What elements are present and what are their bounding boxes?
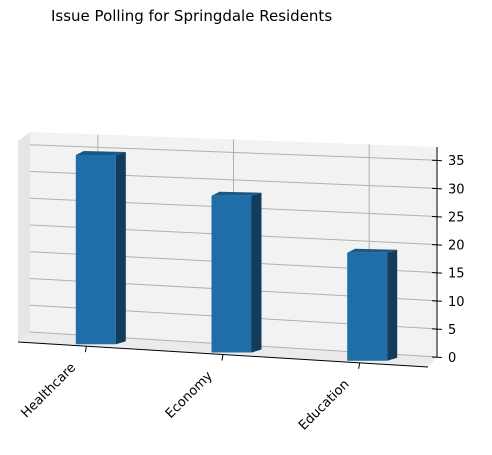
side-pane — [18, 132, 30, 342]
bar-top — [75, 151, 126, 155]
x-tick-label: Healthcare — [18, 360, 79, 421]
x-tick — [358, 362, 361, 369]
y-tick — [431, 187, 443, 190]
bar-side — [115, 152, 126, 345]
bar-education — [347, 248, 398, 361]
bar-side — [387, 249, 398, 361]
x-tick-label: Economy — [163, 369, 216, 422]
bar-top — [347, 248, 398, 253]
chart-axes — [17, 147, 443, 369]
y-tick — [431, 159, 443, 162]
bar-front — [75, 155, 116, 345]
y-tick-label: 30 — [448, 182, 465, 197]
y-tick-label: 20 — [448, 239, 465, 254]
bar-top — [211, 191, 262, 196]
y-tick — [431, 300, 443, 302]
chart-bars — [75, 151, 398, 361]
y-tick — [431, 215, 443, 218]
bar-side — [251, 192, 262, 353]
x-tick-label: Education — [296, 377, 352, 433]
x-tick — [84, 346, 87, 353]
bar-healthcare — [75, 151, 126, 345]
y-tick — [431, 328, 443, 330]
y-tick-label: 0 — [448, 351, 456, 366]
y-tick-label: 5 — [448, 323, 456, 338]
y-tick — [431, 244, 443, 246]
bar-front — [211, 195, 252, 353]
bar-economy — [211, 191, 262, 353]
y-tick-label: 10 — [448, 295, 465, 310]
y-tick-label: 25 — [448, 210, 465, 225]
y-tick — [431, 272, 443, 274]
x-tick — [221, 354, 224, 361]
chart-title: Issue Polling for Springdale Residents — [51, 7, 333, 25]
y-tick — [431, 356, 443, 358]
y-tick-label: 15 — [448, 267, 465, 282]
bar-front — [347, 252, 388, 361]
y-tick-label: 35 — [448, 154, 465, 169]
